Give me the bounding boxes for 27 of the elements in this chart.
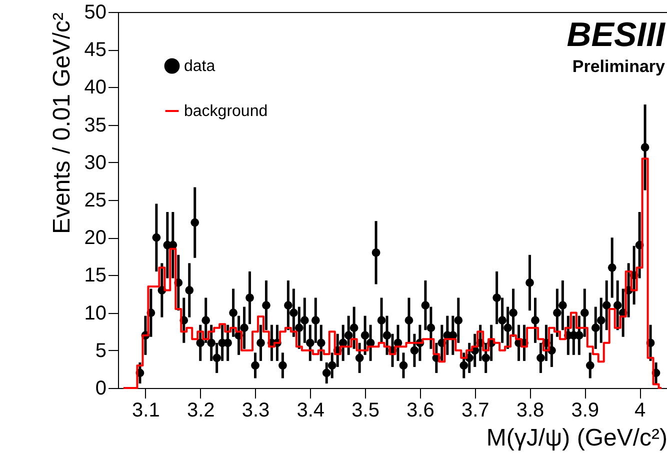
- x-tick-label: 3.3: [242, 400, 270, 422]
- legend-label: background: [184, 103, 268, 120]
- x-tick-label: 3.8: [516, 400, 544, 422]
- x-tick-label: 3.6: [406, 400, 434, 422]
- y-tick-label: 30: [84, 152, 106, 174]
- y-tick-label: 5: [95, 340, 106, 362]
- x-tick-label: 3.5: [352, 400, 380, 422]
- x-tick-label: 3.9: [571, 400, 600, 422]
- x-axis-title: M(γJ/ψ) (GeV/c²): [486, 424, 667, 452]
- y-tick-label: 10: [84, 302, 106, 324]
- y-tick-label: 15: [84, 264, 106, 287]
- y-tick-label: 35: [84, 114, 106, 136]
- y-axis-title: Events / 0.01 GeV/c²: [48, 12, 76, 234]
- x-tick-label: 4: [634, 400, 646, 422]
- y-tick-label: 50: [84, 2, 106, 24]
- y-tick-label: 25: [84, 190, 106, 212]
- x-tick-label: 3.4: [296, 400, 325, 422]
- y-tick-label: 40: [84, 76, 106, 99]
- y-tick-label: 20: [84, 227, 106, 250]
- annotation: Preliminary: [572, 57, 666, 76]
- legend-label: data: [184, 58, 216, 75]
- y-tick-label: 45: [84, 39, 106, 62]
- x-tick-label: 3.1: [132, 400, 160, 422]
- annotation: BESIII: [566, 16, 667, 54]
- x-tick-label: 3.7: [461, 400, 490, 422]
- x-tick-label: 3.2: [186, 400, 215, 422]
- y-tick-label: 0: [95, 378, 106, 400]
